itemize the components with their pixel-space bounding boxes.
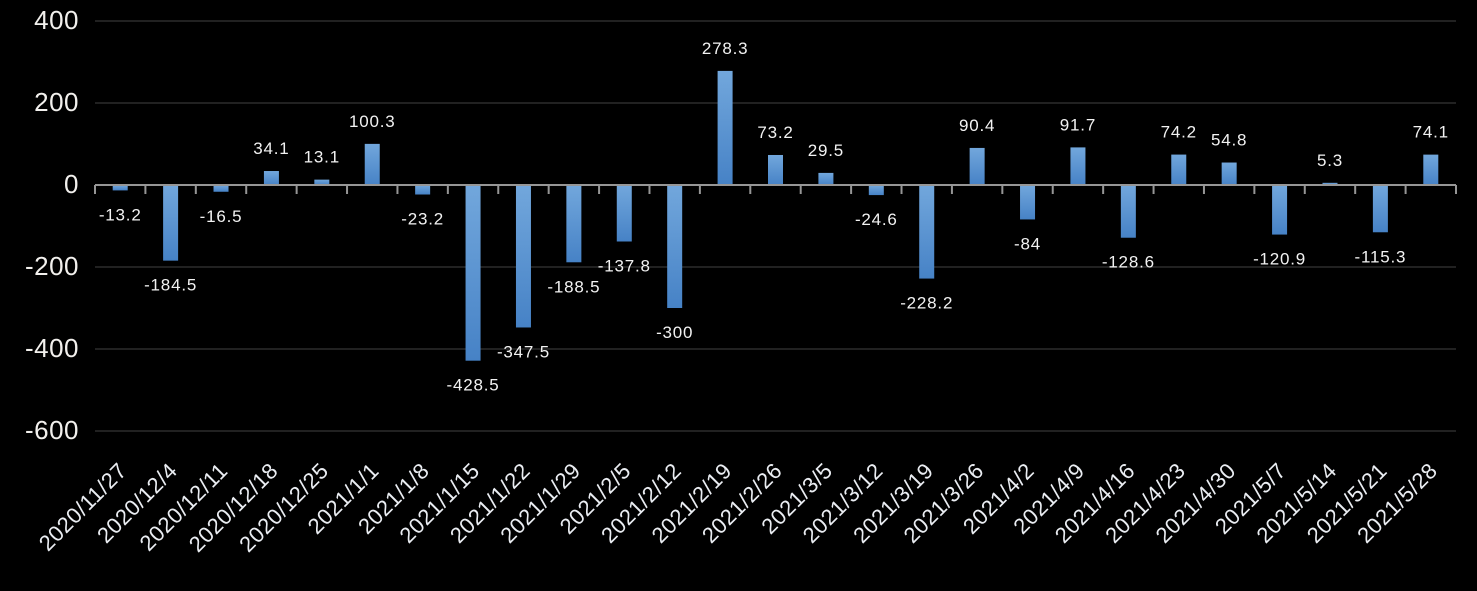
bar[interactable] xyxy=(1070,147,1086,185)
bar[interactable] xyxy=(1322,182,1338,185)
bar[interactable] xyxy=(616,185,632,242)
bar-value-label: -184.5 xyxy=(144,276,197,295)
bar[interactable] xyxy=(1423,154,1439,185)
bar-value-label: -128.6 xyxy=(1102,253,1155,272)
bar-value-label: 90.4 xyxy=(959,116,995,135)
bar-value-label: -115.3 xyxy=(1355,247,1407,266)
bar-value-label: 13.1 xyxy=(304,148,340,167)
bar-value-label: -428.5 xyxy=(447,376,500,395)
bar-value-label: -137.8 xyxy=(598,256,651,275)
bar-value-label: -120.9 xyxy=(1253,250,1306,269)
bar-value-label: 91.7 xyxy=(1060,115,1096,134)
bar-value-label: -188.5 xyxy=(547,277,600,296)
bar-value-label: 278.3 xyxy=(702,39,749,58)
bar[interactable] xyxy=(213,185,229,192)
bar-value-label: 54.8 xyxy=(1211,131,1247,150)
bar-value-label: 74.2 xyxy=(1161,123,1197,142)
bar[interactable] xyxy=(1272,185,1288,235)
y-axis-tick-label: -600 xyxy=(25,415,79,445)
bar-value-label: -347.5 xyxy=(497,342,550,361)
bar[interactable] xyxy=(566,185,582,263)
bar[interactable] xyxy=(768,154,783,185)
bar[interactable] xyxy=(515,185,531,328)
y-axis-tick-label: 0 xyxy=(64,169,79,199)
bar-value-label: -300 xyxy=(656,323,693,342)
bar[interactable] xyxy=(667,185,683,308)
y-axis-tick-label: 200 xyxy=(34,87,79,117)
bar[interactable] xyxy=(465,185,481,361)
bar-value-label: -23.2 xyxy=(401,210,444,229)
bar[interactable] xyxy=(364,143,380,185)
bar[interactable] xyxy=(868,185,884,196)
bar[interactable] xyxy=(1020,185,1036,220)
bar-value-label: 74.1 xyxy=(1413,123,1449,142)
bar[interactable] xyxy=(1171,154,1187,185)
bar-value-label: -24.6 xyxy=(855,210,898,229)
bar[interactable] xyxy=(919,185,935,279)
y-axis-tick-label: -400 xyxy=(25,333,79,363)
bar-value-label: 100.3 xyxy=(349,112,396,131)
bar[interactable] xyxy=(112,185,128,191)
bar[interactable] xyxy=(818,172,834,185)
bar[interactable] xyxy=(1120,185,1136,238)
bar-value-label: 5.3 xyxy=(1317,151,1343,170)
bar[interactable] xyxy=(969,147,985,185)
bar[interactable] xyxy=(1221,162,1237,185)
bar[interactable] xyxy=(1372,185,1388,233)
bar-value-label: -84 xyxy=(1014,234,1041,253)
bar[interactable] xyxy=(163,185,179,261)
bar-value-label: -13.2 xyxy=(99,205,142,224)
bar-value-label: 34.1 xyxy=(253,139,289,158)
bar-value-label: -16.5 xyxy=(200,207,243,226)
bar[interactable] xyxy=(314,179,330,185)
y-axis-tick-label: -200 xyxy=(25,251,79,281)
bar-value-label: 29.5 xyxy=(808,141,844,160)
bar-value-label: -228.2 xyxy=(900,294,953,313)
bar-value-label: 73.2 xyxy=(757,123,793,142)
bar[interactable] xyxy=(415,185,431,195)
bar[interactable] xyxy=(717,70,733,185)
bar[interactable] xyxy=(263,171,279,185)
y-axis-tick-label: 400 xyxy=(34,5,79,35)
